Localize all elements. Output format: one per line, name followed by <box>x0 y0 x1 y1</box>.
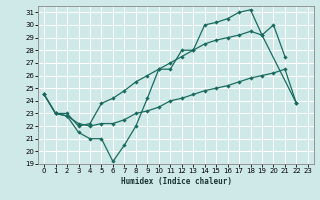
X-axis label: Humidex (Indice chaleur): Humidex (Indice chaleur) <box>121 177 231 186</box>
